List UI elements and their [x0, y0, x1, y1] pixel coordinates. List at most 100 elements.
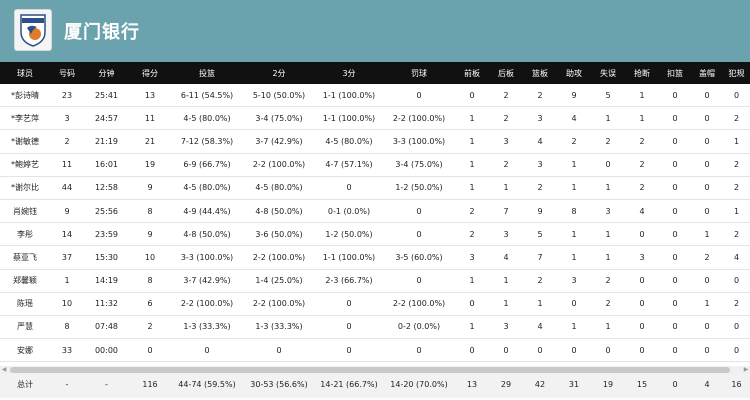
stat-cell: 1: [455, 106, 489, 131]
stat-cell: 0: [557, 292, 591, 316]
stat-cell: 1: [489, 292, 523, 316]
column-header: 后板: [489, 62, 523, 84]
stat-cell: 0: [659, 269, 691, 293]
scroll-right-arrow-icon[interactable]: ▶: [743, 366, 749, 373]
stat-cell: 2: [489, 84, 523, 108]
stat-cell: 2: [489, 153, 523, 177]
total-stat-cell: -: [50, 370, 84, 399]
stat-cell: 1: [455, 129, 489, 154]
table-row: 肖婉钰 9 25:56 8 4-9 (44.4%) 4-8 (50.0%) 0-1 (0.0…: [0, 199, 750, 224]
stat-cell: 1: [691, 292, 723, 316]
stat-cell: 1-3 (33.3%): [171, 315, 243, 340]
column-header: 失误: [591, 62, 625, 84]
stat-cell: 9: [129, 222, 171, 247]
stat-cell: 1: [50, 269, 84, 293]
column-header: 分钟: [84, 62, 129, 84]
total-stat-cell: 14-21 (66.7%): [315, 370, 383, 399]
stat-cell: 1: [557, 153, 591, 177]
player-name-cell: *彭诗晴: [0, 84, 50, 108]
stat-cell: 1: [625, 84, 659, 108]
stat-cell: 0: [659, 245, 691, 270]
stat-cell: 2: [625, 129, 659, 154]
stat-cell: 0: [723, 269, 750, 293]
stat-cell: 3-5 (60.0%): [383, 245, 455, 270]
stat-cell: 2-2 (100.0%): [243, 245, 315, 270]
stat-cell: 3-7 (42.9%): [243, 129, 315, 154]
stat-cell: 2: [557, 129, 591, 154]
stat-cell: 0: [659, 84, 691, 108]
stat-cell: 7: [523, 245, 557, 270]
table-row: 李彤 14 23:59 9 4-8 (50.0%) 3-6 (50.0%) 1-2 (50.…: [0, 222, 750, 247]
player-name-cell: 安娜: [0, 338, 50, 363]
stat-cell: 4-5 (80.0%): [315, 129, 383, 154]
stat-cell: 7-12 (58.3%): [171, 129, 243, 154]
stat-cell: 3: [625, 245, 659, 270]
stat-cell: 14: [50, 222, 84, 247]
stat-cell: 2: [129, 315, 171, 340]
stat-cell: 25:56: [84, 199, 129, 224]
stat-cell: 2: [591, 292, 625, 316]
stat-cell: 0: [625, 338, 659, 363]
stat-cell: 2: [691, 245, 723, 270]
stat-cell: 16:01: [84, 153, 129, 177]
stat-cell: 0: [383, 222, 455, 247]
stat-cell: 2: [625, 176, 659, 200]
scroll-left-arrow-icon[interactable]: ◀: [1, 366, 7, 373]
stat-cell: 1: [455, 153, 489, 177]
horizontal-scrollbar[interactable]: ◀ ▶: [0, 366, 750, 374]
column-header: 罚球: [383, 62, 455, 84]
total-stat-cell: 31: [557, 370, 591, 399]
stat-cell: 1: [591, 245, 625, 270]
stat-cell: 0: [659, 292, 691, 316]
scrollbar-thumb[interactable]: [10, 367, 730, 373]
stat-cell: 0: [659, 199, 691, 224]
column-header: 抢断: [625, 62, 659, 84]
column-header: 3分: [315, 62, 383, 84]
stat-cell: 0: [557, 338, 591, 363]
stat-cell: 3-4 (75.0%): [383, 153, 455, 177]
player-name-cell: 郑馨颖: [0, 269, 50, 293]
stat-cell: 0: [659, 315, 691, 340]
stat-cell: 21: [129, 129, 171, 154]
stat-cell: 6: [129, 292, 171, 316]
table-row: *谢尔比 44 12:58 9 4-5 (80.0%) 4-5 (80.0%) 0 1-2 (…: [0, 176, 750, 200]
stat-cell: 1-2 (50.0%): [315, 222, 383, 247]
stat-cell: 1: [591, 176, 625, 200]
player-name-cell: *谢敏德: [0, 129, 50, 154]
egret-logo-icon: [20, 14, 46, 47]
stat-cell: 2-2 (100.0%): [243, 292, 315, 316]
table-row: *谢敏德 2 21:19 21 7-12 (58.3%) 3-7 (42.9%) 4-5 (…: [0, 129, 750, 154]
stat-cell: 3-3 (100.0%): [383, 129, 455, 154]
stat-cell: 1: [455, 315, 489, 340]
stat-cell: 10: [50, 292, 84, 316]
stat-cell: 0: [659, 222, 691, 247]
stat-cell: 1: [723, 129, 750, 154]
stat-cell: 1: [557, 315, 591, 340]
stat-cell: 5-10 (50.0%): [243, 84, 315, 108]
stat-cell: 6-9 (66.7%): [171, 153, 243, 177]
table-row: 陈瑶 10 11:32 6 2-2 (100.0%) 2-2 (100.0%) 0 2-2 (…: [0, 292, 750, 316]
stat-cell: 1: [591, 222, 625, 247]
stat-cell: 0: [691, 199, 723, 224]
column-header: 投篮: [171, 62, 243, 84]
stat-cell: 0: [591, 153, 625, 177]
stat-cell: 10: [129, 245, 171, 270]
stat-cell: 0: [691, 153, 723, 177]
stat-cell: 2-2 (100.0%): [243, 153, 315, 177]
stat-cell: 0: [129, 338, 171, 363]
total-stat-cell: 116: [129, 370, 171, 399]
stat-cell: 1: [591, 106, 625, 131]
stat-cell: 0: [625, 269, 659, 293]
stat-cell: 1: [625, 106, 659, 131]
stat-cell: 0: [455, 338, 489, 363]
stat-cell: 0: [723, 84, 750, 108]
player-name-cell: 李彤: [0, 222, 50, 247]
total-stat-cell: 15: [625, 370, 659, 399]
stat-cell: 0: [455, 292, 489, 316]
stat-cell: 2: [625, 153, 659, 177]
stat-cell: 2: [523, 176, 557, 200]
stat-cell: 2: [50, 129, 84, 154]
stat-cell: 2: [523, 84, 557, 108]
team-header: 厦门银行: [0, 0, 750, 62]
stat-cell: 3: [50, 106, 84, 131]
